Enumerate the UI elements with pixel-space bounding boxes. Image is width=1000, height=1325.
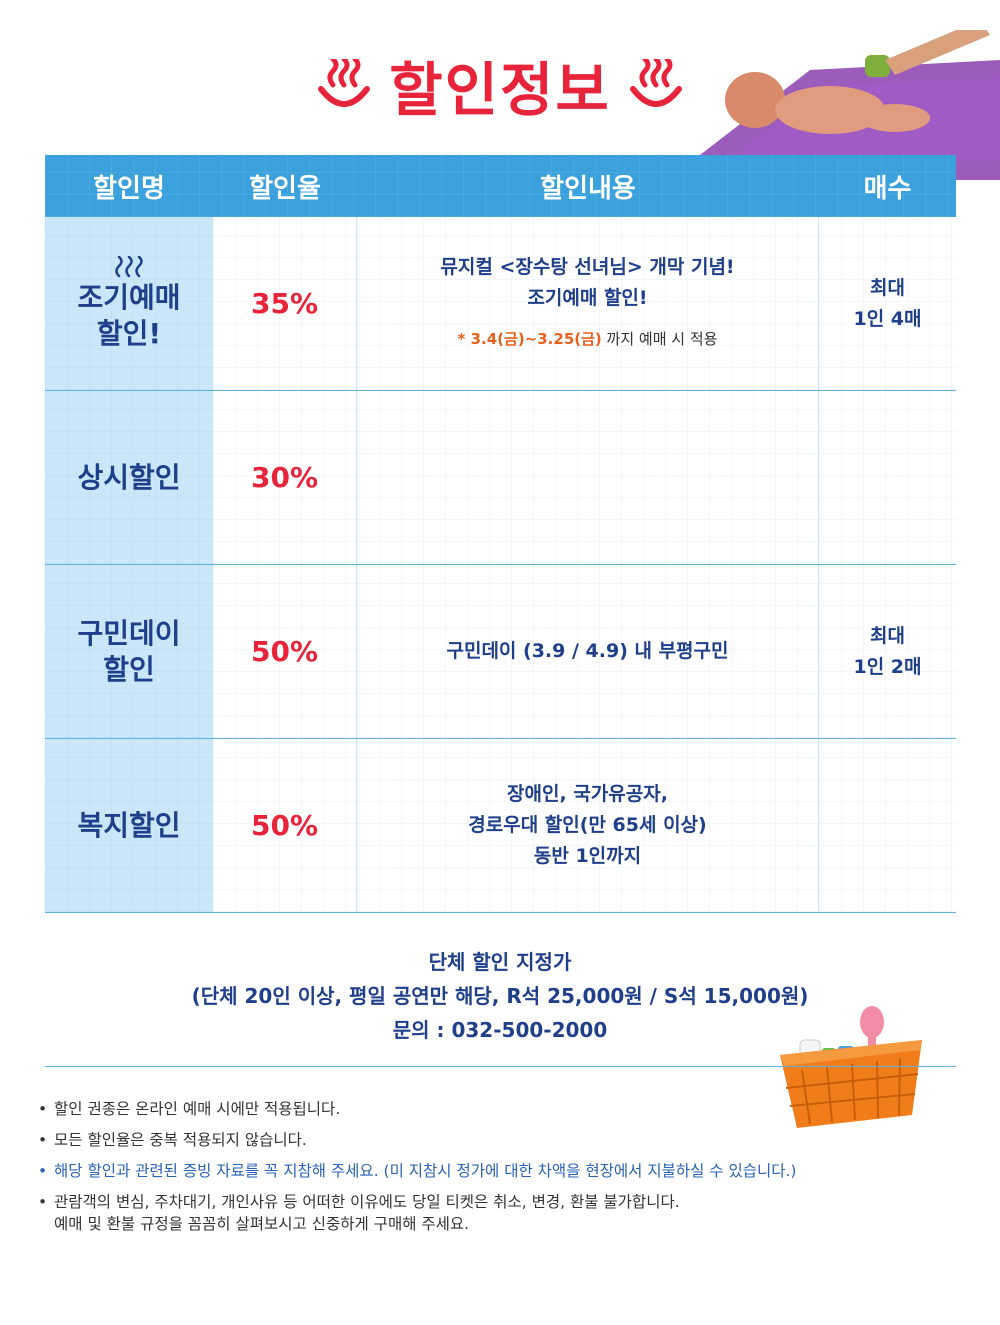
ticket-count: 최대 1인 4매 [819,217,956,390]
detail-line: 장애인, 국가유공자, [507,783,668,805]
header-discount-rate: 할인율 [249,173,321,204]
basket-icon [780,1006,922,1128]
detail-line: 조기예매 할인! [527,287,648,309]
discount-detail: 장애인, 국가유공자, 경로우대 할인(만 65세 이상) 동반 1인까지 [357,739,819,912]
header-ticket-count: 매수 [863,173,912,204]
group-discount: 단체 할인 지정가 (단체 20인 이상, 평일 공연만 해당, R석 25,0… [0,945,1000,1047]
bullet: • [38,1100,48,1118]
discount-detail [357,391,819,564]
qty-line: 1인 2매 [853,655,922,678]
table-row: 구민데이 할인 50% 구민데이 (3.9 / 4.9) 내 부평구민 최대 1… [45,565,956,739]
table-row: 상시할인 30% [45,391,956,565]
steam-icon [115,255,143,277]
group-contact: 문의 : 032-500-2000 [392,1018,608,1042]
qty-line: 최대 [870,276,905,299]
discount-name-line: 조기예매 [77,280,181,314]
detail-note: * 3.4(금)~3.25(금) 까지 예매 시 적용 [458,324,718,355]
group-conditions: (단체 20인 이상, 평일 공연만 해당, R석 25,000원 / S석 1… [191,984,809,1008]
discount-rate: 35% [213,217,357,390]
discount-name: 조기예매 할인! [45,217,213,390]
page-title: 할인정보 [389,56,611,124]
title-area: 할인정보 [0,40,1000,130]
header-discount-name: 할인명 [93,173,165,204]
discount-name: 상시할인 [45,391,213,564]
detail-line: 동반 1인까지 [533,845,642,867]
group-title: 단체 할인 지정가 [428,950,572,974]
notice-text: 모든 할인율은 중복 적용되지 않습니다. [54,1131,307,1149]
detail-note-dates: * 3.4(금)~3.25(금) [457,330,602,348]
discount-detail: 구민데이 (3.9 / 4.9) 내 부평구민 [357,565,819,738]
discount-rate: 50% [213,739,357,912]
steam-icon [318,59,371,107]
discount-detail: 뮤지컬 <장수탕 선녀님> 개막 기념! 조기예매 할인! * 3.4(금)~3… [357,217,819,390]
discount-name-line: 할인 [103,652,155,686]
discount-name-line: 복지할인 [77,808,181,842]
discount-name: 복지할인 [45,739,213,912]
notice-item: • 해당 할인과 관련된 증빙 자료를 꼭 지참해 주세요. (미 지참시 정가… [38,1160,978,1182]
bath-mat-illustration [700,30,1000,180]
ticket-count: 최대 1인 2매 [819,565,956,738]
header-discount-detail: 할인내용 [540,173,636,204]
ticket-count [819,391,956,564]
bullet: • [38,1162,48,1180]
steam-icon [629,59,682,107]
divider [45,1066,956,1067]
discount-name-line: 구민데이 [77,616,181,650]
table-header: 할인명 할인율 할인내용 매수 [45,155,956,217]
qty-line: 1인 4매 [853,307,922,330]
detail-note-suffix: 까지 예매 시 적용 [601,330,718,348]
notice-text-block: 관람객의 변심, 주차대기, 개인사유 등 어떠한 이유에도 당일 티켓은 취소… [54,1191,680,1235]
notice-text: 해당 할인과 관련된 증빙 자료를 꼭 지참해 주세요. (미 지참시 정가에 … [54,1162,797,1180]
notice-item: • 할인 권종은 온라인 예매 시에만 적용됩니다. [38,1098,978,1120]
notice-text: 예매 및 환불 규정을 꼼꼼히 살펴보시고 신중하게 구매해 주세요. [54,1215,470,1233]
notice-text: 할인 권종은 온라인 예매 시에만 적용됩니다. [54,1100,341,1118]
notice-text: 관람객의 변심, 주차대기, 개인사유 등 어떠한 이유에도 당일 티켓은 취소… [54,1193,680,1211]
table-row: 조기예매 할인! 35% 뮤지컬 <장수탕 선녀님> 개막 기념! 조기예매 할… [45,217,956,391]
detail-line: 뮤지컬 <장수탕 선녀님> 개막 기념! [440,256,735,278]
ticket-count [819,739,956,912]
discount-rate: 30% [213,391,357,564]
bullet: • [38,1131,48,1149]
discount-name-line: 상시할인 [77,460,181,494]
notice-item: • 모든 할인율은 중복 적용되지 않습니다. [38,1129,978,1151]
qty-line: 최대 [870,624,905,647]
detail-line: 경로우대 할인(만 65세 이상) [468,814,707,836]
table-row: 복지할인 50% 장애인, 국가유공자, 경로우대 할인(만 65세 이상) 동… [45,739,956,913]
discount-name: 구민데이 할인 [45,565,213,738]
detail-line: 구민데이 (3.9 / 4.9) 내 부평구민 [446,640,729,662]
notice-item: • 관람객의 변심, 주차대기, 개인사유 등 어떠한 이유에도 당일 티켓은 … [38,1191,978,1235]
discount-name-line: 할인! [96,316,162,350]
discount-table: 할인명 할인율 할인내용 매수 조기예매 할인! 35% 뮤지컬 <장수탕 선녀… [45,155,956,913]
bullet: • [38,1193,48,1211]
notice-list: • 할인 권종은 온라인 예매 시에만 적용됩니다. • 모든 할인율은 중복 … [38,1098,978,1244]
discount-rate: 50% [213,565,357,738]
